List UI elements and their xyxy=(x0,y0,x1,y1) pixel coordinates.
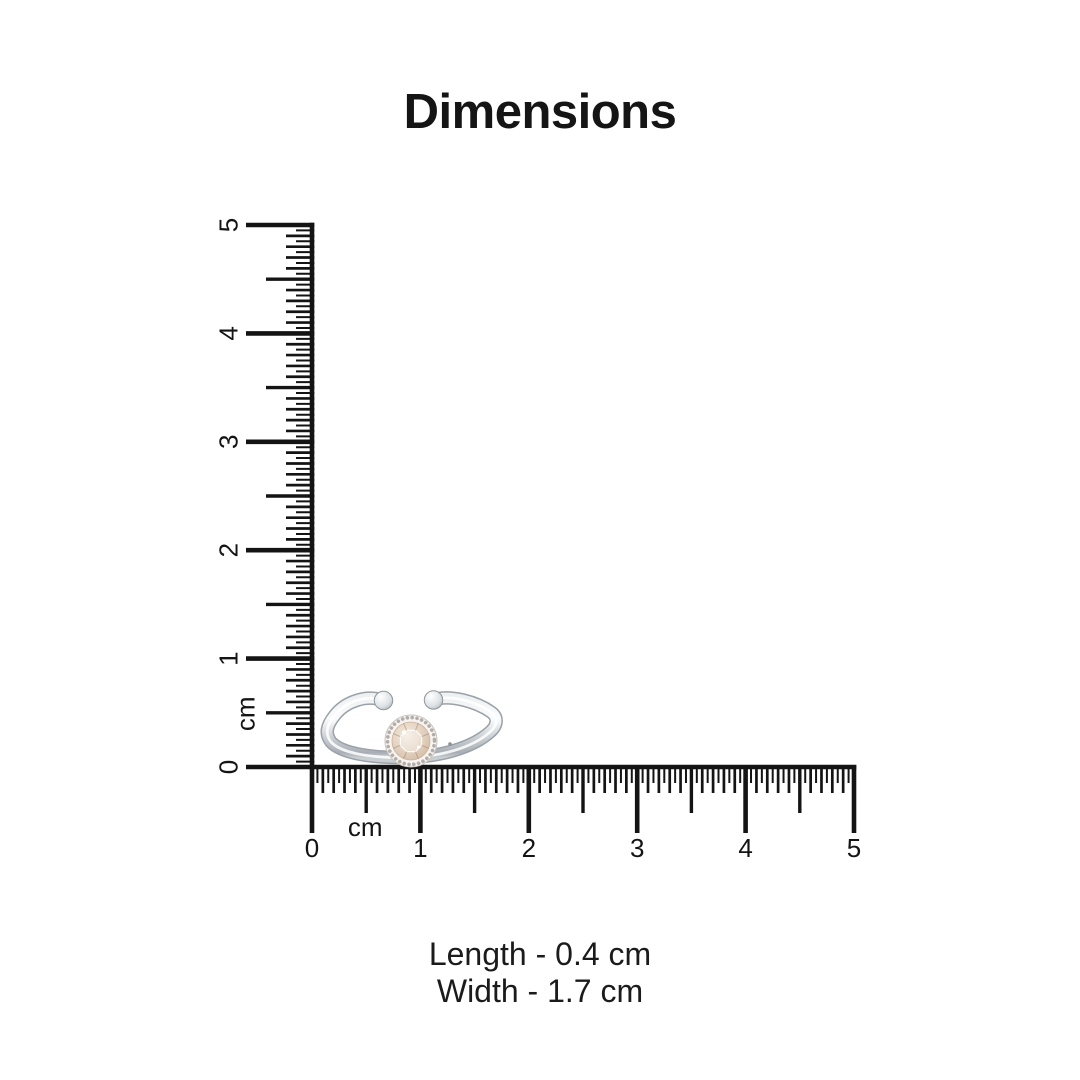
h-tick-label: 1 xyxy=(413,833,427,863)
stone-table-facet xyxy=(399,729,423,753)
band-speck xyxy=(448,742,452,746)
stone-bead-rim xyxy=(385,715,437,767)
spec-length: Length - 0.4 cm xyxy=(428,936,652,972)
v-tick-label: 1 xyxy=(214,651,244,665)
vertical-ruler: 0 1 2 3 4 5 cm xyxy=(214,218,315,774)
stone-gem xyxy=(391,721,431,761)
v-tick-label: 4 xyxy=(214,326,244,340)
page-title: Dimensions xyxy=(403,85,677,139)
h-ruler-unit-label: cm xyxy=(348,812,383,842)
h-tick-label: 0 xyxy=(305,833,319,863)
ring-ball-end-right xyxy=(423,690,444,710)
horizontal-ruler: 0 1 2 3 4 5 cm xyxy=(305,764,861,863)
spec-width: Width - 1.7 cm xyxy=(436,973,644,1009)
ring-product-image xyxy=(320,690,503,768)
stone-sparkle xyxy=(416,745,421,749)
v-tick-label: 3 xyxy=(214,435,244,449)
v-ruler-unit-label: cm xyxy=(231,696,261,731)
ring-ball-end-left xyxy=(373,690,394,711)
h-tick-label: 4 xyxy=(738,833,752,863)
h-tick-label: 5 xyxy=(847,833,861,863)
v-tick-label: 0 xyxy=(214,760,244,774)
v-tick-label: 2 xyxy=(214,543,244,557)
h-tick-label: 2 xyxy=(522,833,536,863)
h-tick-label: 3 xyxy=(630,833,644,863)
stone-sparkle xyxy=(401,730,407,735)
stone-facet-lines xyxy=(393,723,429,759)
v-tick-label: 5 xyxy=(214,218,244,232)
dimension-specs: Length - 0.4 cm Width - 1.7 cm xyxy=(0,936,1080,1010)
